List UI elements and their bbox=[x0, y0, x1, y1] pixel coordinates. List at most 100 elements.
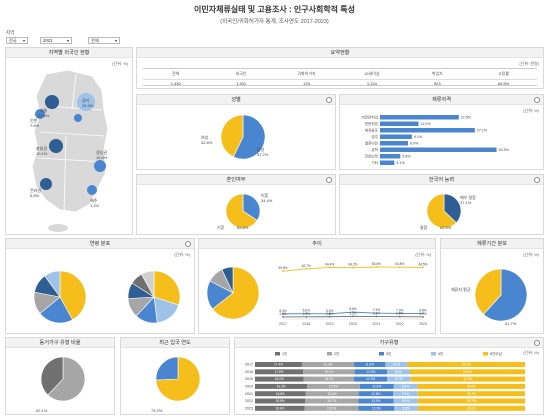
marital-panel: 혼인여부 미혼 34.4% 기혼 65.6% bbox=[136, 174, 336, 235]
status-bar-value: 22.5% bbox=[461, 116, 472, 120]
gender-pie bbox=[220, 114, 266, 160]
education-stacked-bar: 1인 2인 3인 4인 5인이상 2017 17.4% 19.3% 11.6% 8.2% 43.5%… bbox=[245, 351, 525, 411]
pie-slice bbox=[225, 193, 258, 229]
trend-data-label: 2.7% bbox=[303, 312, 310, 316]
kpi-key: 귀화허가자 bbox=[297, 71, 316, 76]
status-bar bbox=[380, 134, 412, 139]
education-segment-label: 9.1% bbox=[402, 392, 409, 396]
trend-data-label: 3.3% bbox=[349, 311, 356, 315]
education-segment-label: 12.0% bbox=[366, 370, 375, 374]
camera-icon[interactable] bbox=[185, 241, 191, 247]
marital-value-married: 65.6% bbox=[237, 225, 249, 230]
trend-data-label: 8.6% bbox=[349, 307, 356, 311]
status-bars: 비전문취업 22.5% 방문취업 11.0% 재외동포 27.1% 영주 9.1% 결혼이민 8.… bbox=[361, 115, 510, 165]
map-bubble-east bbox=[74, 114, 82, 122]
education-bar-segment bbox=[387, 369, 410, 375]
education-legend-label: 5인이상 bbox=[490, 351, 503, 356]
education-segment-label: 39.6% bbox=[467, 406, 476, 410]
gender-label-female: 여성 bbox=[201, 135, 209, 140]
gender-label-male: 남성 bbox=[257, 147, 265, 152]
pie-slice bbox=[483, 268, 528, 322]
education-bar-segment bbox=[418, 405, 525, 411]
year-select[interactable]: 2023 ▾ bbox=[40, 37, 72, 44]
status-panel: 체류자격 (단위: %) 비전문취업 22.5% 방문취업 11.0% 재외동포 27.1… bbox=[339, 94, 544, 170]
education-bars: 1인 2인 3인 4인 5인이상 2017 17.4% 19.3% 11.6% 8.2% 43.5%… bbox=[245, 351, 525, 411]
map-bubble-gyeonggi bbox=[77, 93, 95, 111]
education-segment-label: 13.0% bbox=[371, 399, 380, 403]
education-bar-segment bbox=[255, 362, 302, 367]
education-segment-label: 19.3% bbox=[324, 363, 333, 367]
info-icon[interactable] bbox=[534, 177, 540, 183]
trend-point bbox=[282, 316, 284, 318]
gender-pie-slices bbox=[220, 114, 266, 160]
education-bar-segment bbox=[303, 369, 355, 375]
region-map-unit: (단위: %) bbox=[112, 61, 128, 66]
type-select[interactable]: 전체 ▾ bbox=[88, 37, 120, 44]
chevron-down-icon: ▾ bbox=[66, 38, 69, 43]
age-pie-2 bbox=[127, 270, 181, 324]
info-icon[interactable] bbox=[326, 177, 332, 183]
region-select[interactable]: 전국 ▾ bbox=[6, 37, 28, 44]
education-segment-label: 18.7% bbox=[324, 377, 333, 381]
dist1-panel: 동거가구 유형 비율 62.1% bbox=[5, 337, 115, 415]
cohabit-pie-slices bbox=[474, 268, 528, 322]
map-label-chungcheong: 충청권 bbox=[36, 146, 48, 151]
cohabit-panel: 체류기간 분포 (단위: %) 체류자 평균 61.7% bbox=[440, 238, 544, 334]
region-map-title: 지역별 외국인 현황 bbox=[6, 48, 132, 58]
status-bar bbox=[380, 128, 475, 133]
kpi-col: 고용률 64.5% bbox=[470, 69, 537, 87]
status-bar-value: 33.3% bbox=[499, 148, 510, 152]
education-row-label: 2018 bbox=[245, 370, 253, 374]
map-label-jeolla: 전라권 bbox=[30, 188, 42, 193]
map-bubble-jeolla bbox=[40, 178, 52, 190]
map-bubble-incheon bbox=[35, 109, 45, 119]
education-bar-segment bbox=[393, 398, 418, 404]
age-pie-1 bbox=[33, 270, 87, 324]
status-category-label: 방문취업 bbox=[365, 121, 378, 126]
education-bar-segment bbox=[354, 369, 388, 375]
trend-data-label: 65.0% bbox=[372, 262, 381, 266]
trend-data-label: 62.7% bbox=[302, 264, 311, 268]
trend-x-tick-label: 2017 bbox=[279, 322, 287, 326]
info-icon[interactable] bbox=[534, 340, 540, 346]
trend-data-label: 6.4% bbox=[279, 309, 286, 313]
korean-panel: 한국어 능력 매우 잘함 37.1% 잘함 62.9% bbox=[339, 174, 544, 235]
education-segment-label: 8.7% bbox=[395, 377, 402, 381]
status-category-label: 유학 bbox=[371, 147, 378, 152]
info-icon[interactable] bbox=[326, 97, 332, 103]
education-segment-label: 19.7% bbox=[327, 399, 336, 403]
info-icon[interactable] bbox=[534, 97, 540, 103]
status-bar-value: 9.1% bbox=[414, 135, 423, 139]
dist2-pie-slices bbox=[155, 356, 201, 402]
education-title: 가구유형 bbox=[235, 338, 543, 348]
pie-slice bbox=[153, 270, 181, 306]
education-bar-segment bbox=[255, 405, 305, 411]
education-segment-label: 18.6% bbox=[276, 399, 285, 403]
trend-point bbox=[375, 266, 378, 268]
education-segment-label: 17.4% bbox=[274, 363, 283, 367]
education-legend-swatch bbox=[327, 352, 332, 356]
trend-point bbox=[328, 312, 331, 315]
age-panel: 연령 분포 (단위: %) bbox=[5, 238, 195, 334]
age-pie-2-slices bbox=[127, 270, 181, 324]
status-category-label: 기타 bbox=[371, 160, 378, 165]
education-segment-label: 12.8% bbox=[371, 392, 380, 396]
trend-title: 추이 bbox=[199, 239, 435, 249]
education-bar-segment bbox=[304, 405, 359, 411]
pie-slice bbox=[242, 193, 261, 221]
education-bar-segment bbox=[385, 362, 408, 367]
status-bar bbox=[380, 147, 497, 152]
map-label-gyeonggi: 경기 bbox=[82, 98, 90, 103]
trend-x-tick-label: 2021 bbox=[372, 322, 380, 326]
trend-data-label: 6.5% bbox=[326, 309, 333, 313]
korean-value-verygood: 37.1% bbox=[460, 200, 472, 205]
education-legend-swatch bbox=[483, 352, 488, 356]
status-bar bbox=[380, 115, 459, 120]
trend-pie-slices bbox=[206, 266, 260, 320]
map-jeju-island bbox=[48, 224, 68, 232]
education-bar-segment bbox=[255, 383, 308, 389]
status-category-label: 재외동포 bbox=[365, 128, 379, 133]
age-title: 연령 분포 bbox=[6, 239, 194, 249]
gender-value-female: 42.8% bbox=[201, 140, 213, 145]
map-bubble-gyeongsang bbox=[94, 160, 106, 172]
